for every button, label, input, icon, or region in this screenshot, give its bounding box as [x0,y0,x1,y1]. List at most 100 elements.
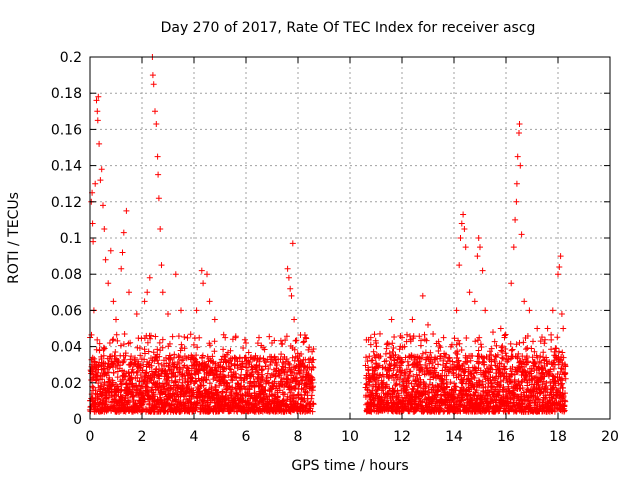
data-point [94,336,101,343]
data-point [397,372,404,379]
data-point [100,344,107,351]
data-point [474,337,481,344]
data-point [523,346,529,353]
data-point [391,356,397,363]
data-point [388,316,395,323]
data-point [410,333,417,340]
data-point [261,358,268,364]
data-point [391,334,398,340]
data-point [517,162,524,169]
data-point [178,307,184,314]
data-point [519,385,526,391]
data-point [407,338,414,345]
data-point [537,338,544,345]
data-point [282,337,289,344]
data-point [377,353,384,360]
data-point [556,348,562,355]
data-point [156,339,163,346]
data-point [549,395,556,402]
data-point [502,366,508,373]
data-point [191,355,198,362]
data-point [458,347,465,353]
data-point [437,353,444,360]
data-point [531,375,537,382]
data-point [265,365,272,372]
data-point [286,362,293,368]
data-point [444,381,451,387]
data-point [530,338,536,345]
data-point [226,383,233,389]
x-tick-label: 10 [341,429,359,445]
data-point [393,371,400,378]
data-point [511,376,518,383]
data-point [555,361,562,368]
data-point [300,373,307,380]
data-point [562,398,569,405]
data-point [98,166,105,173]
data-point [369,387,376,394]
data-point [102,256,109,263]
data-point [288,366,295,373]
data-point [553,345,560,352]
data-point [426,389,433,396]
data-point [501,332,508,339]
data-point [395,390,402,397]
data-point [541,373,548,380]
data-point [475,235,482,241]
data-point [302,377,309,384]
data-point [562,363,569,370]
data-point [132,354,138,361]
data-point [508,347,515,354]
data-point [560,385,566,391]
data-point [130,397,137,404]
data-point [419,292,426,299]
data-point [118,265,125,272]
data-point [243,364,250,371]
data-point [267,362,274,368]
data-point [184,364,190,371]
data-point [380,379,387,386]
data-point [429,382,436,388]
data-point [416,333,423,340]
data-point [222,358,229,365]
data-point [385,341,392,348]
data-point [549,307,556,314]
data-point [274,362,280,368]
data-point [176,360,183,367]
data-point [184,334,191,341]
data-point [140,391,147,398]
data-point [199,352,206,359]
y-tick-label: 0.16 [51,122,82,138]
data-point [159,344,166,351]
data-point [545,371,552,378]
data-point [544,325,551,332]
data-point [373,340,379,346]
data-point [433,369,439,376]
data-point [309,376,316,383]
data-point [558,381,565,388]
data-point [473,387,480,394]
data-point [120,341,127,348]
data-point [534,325,541,332]
data-point [410,385,417,392]
data-point [211,348,218,355]
data-point [453,341,460,348]
data-point [389,340,396,347]
data-point [113,331,120,338]
data-point [117,342,124,349]
data-point [497,325,504,332]
data-point [479,354,486,361]
data-point [364,386,371,393]
data-point [133,369,140,376]
data-point [153,121,160,127]
data-point [524,333,531,339]
data-point [243,340,249,346]
data-point [531,348,538,355]
data-point [188,365,195,372]
data-point [559,377,566,384]
data-point [281,391,288,398]
data-point [200,280,207,287]
data-point [556,264,563,270]
y-tick-label: 0 [73,412,82,428]
data-point [419,350,426,357]
